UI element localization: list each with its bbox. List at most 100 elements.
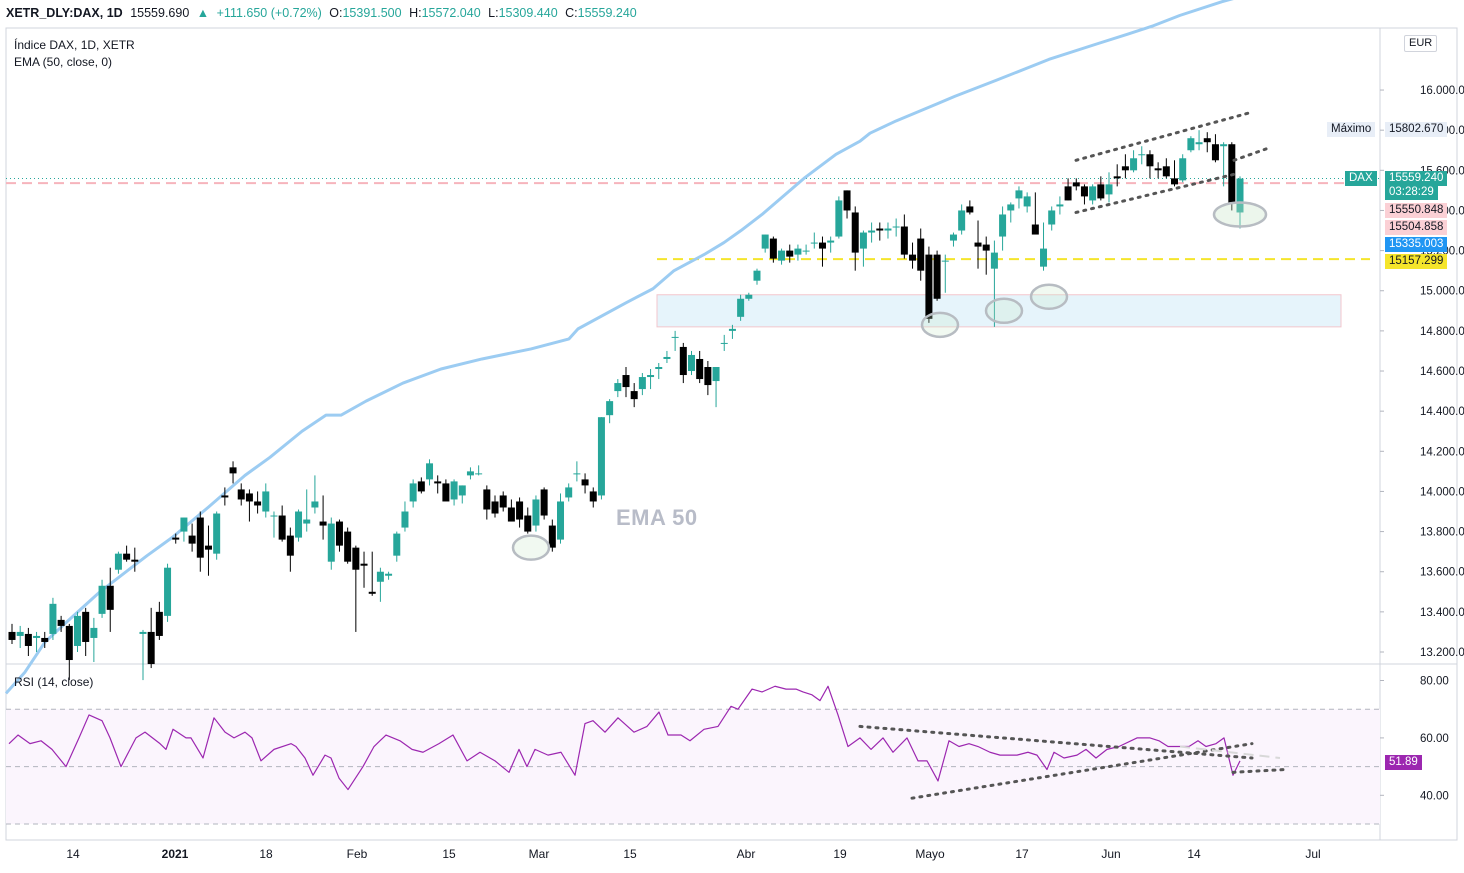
candle: [516, 497, 524, 528]
candle-body: [376, 571, 384, 582]
candle-body: [278, 515, 286, 540]
dax-tag-label: DAX: [1345, 171, 1377, 186]
level-2-tag: 15504.858: [1385, 220, 1448, 235]
candle-body: [1146, 154, 1154, 167]
candle: [327, 517, 335, 570]
candle: [704, 360, 712, 396]
candle: [606, 399, 614, 424]
candle: [57, 615, 65, 632]
candle: [532, 495, 540, 532]
candle-body: [974, 242, 982, 247]
candle: [647, 369, 655, 390]
candle-body: [303, 519, 311, 524]
rsi-trendline: [1231, 767, 1288, 774]
last-price: 15559.690: [130, 6, 190, 20]
candle-body: [458, 485, 466, 496]
candle: [499, 491, 507, 512]
candle: [540, 487, 548, 520]
candle-body: [1015, 190, 1023, 199]
candle: [139, 629, 147, 681]
candle: [835, 196, 843, 239]
candle: [442, 479, 450, 502]
candle: [164, 563, 172, 622]
candle-body: [524, 515, 532, 532]
ema-touch-highlight: [511, 534, 551, 561]
candle: [671, 330, 679, 351]
candle: [180, 517, 188, 542]
candle-body: [409, 483, 417, 502]
candle: [1130, 150, 1138, 173]
candle: [614, 379, 622, 398]
candle-body: [876, 228, 884, 231]
rsi-legend[interactable]: RSI (14, close): [14, 675, 94, 689]
price-tick-label: 14.200.000: [1420, 446, 1464, 458]
candle: [1072, 178, 1080, 191]
candle: [131, 547, 139, 572]
candle: [679, 342, 687, 384]
candle-body: [401, 511, 409, 528]
candle: [818, 236, 826, 267]
candle-body: [450, 481, 458, 500]
price-tick-label: 13.600.000: [1420, 567, 1464, 579]
high-label: H:: [409, 6, 422, 20]
candle: [810, 232, 818, 249]
chart-frame: [5, 27, 1458, 841]
candle-body: [270, 515, 278, 517]
candle-body: [237, 489, 245, 500]
candle-body: [1211, 144, 1219, 161]
time-tick-label: Mayo: [915, 847, 945, 861]
candle-body: [1203, 138, 1211, 143]
candle-body: [139, 631, 147, 634]
candle: [1121, 154, 1129, 179]
candle: [753, 268, 761, 285]
candle-body: [941, 260, 949, 262]
candle-body: [1105, 184, 1113, 195]
time-tick-label: Feb: [347, 847, 368, 861]
candle: [958, 204, 966, 235]
chart-title[interactable]: Índice DAX, 1D, XETR: [14, 38, 135, 52]
candle: [1089, 184, 1097, 205]
candle-body: [311, 501, 319, 508]
candle-body: [966, 206, 974, 213]
candle-body: [1056, 204, 1064, 207]
candle-body: [687, 354, 695, 372]
candle-body: [295, 511, 303, 538]
candle: [933, 250, 941, 301]
candle: [1015, 186, 1023, 209]
candle: [278, 505, 286, 542]
candle: [24, 627, 32, 657]
candle-body: [630, 391, 638, 400]
candle-body: [483, 489, 491, 510]
candle-body: [1130, 158, 1138, 171]
candle: [401, 501, 409, 532]
candle: [687, 350, 695, 376]
candle: [196, 511, 204, 572]
candle-body: [344, 531, 352, 562]
ema-legend[interactable]: EMA (50, close, 0): [14, 55, 113, 69]
symbol-name[interactable]: XETR_DLY:DAX, 1D: [6, 6, 123, 20]
candle-body: [1179, 158, 1187, 181]
candle: [376, 567, 384, 602]
candle: [1220, 142, 1228, 187]
rsi-dashed-line: [1179, 745, 1281, 759]
candle-body: [655, 367, 663, 370]
candle: [1023, 192, 1031, 213]
time-tick-label: 19: [833, 847, 847, 861]
currency-badge[interactable]: EUR: [1404, 35, 1438, 52]
candle-body: [393, 533, 401, 556]
candle-body: [499, 495, 507, 508]
candle-body: [1236, 178, 1244, 213]
support-tag: 15157.299: [1385, 254, 1448, 269]
candle: [8, 623, 16, 644]
candle: [114, 551, 122, 574]
price-tick-label: 14.000.000: [1420, 486, 1464, 498]
price-tick-label: 16.000.000: [1420, 85, 1464, 97]
candle-body: [1138, 154, 1146, 156]
candle-body: [696, 358, 704, 380]
candle-body: [671, 336, 679, 338]
candle: [892, 218, 900, 237]
candle-body: [753, 270, 761, 281]
candle: [663, 350, 671, 363]
candle: [507, 499, 515, 522]
